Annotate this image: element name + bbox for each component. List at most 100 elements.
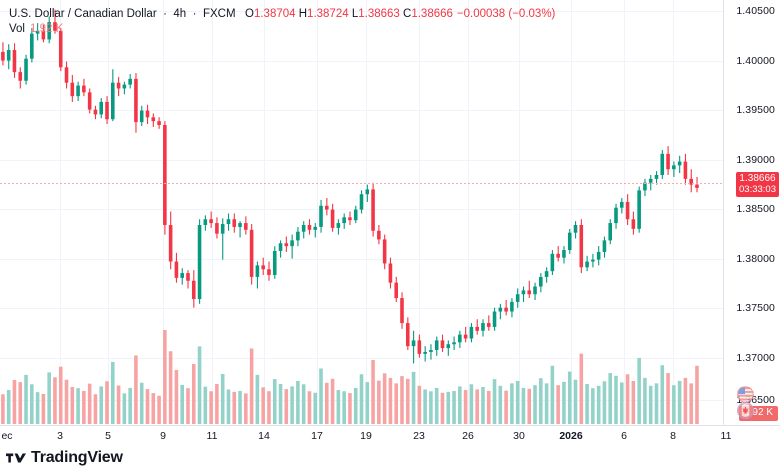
- volume-bar: [336, 390, 341, 424]
- volume-bar: [157, 395, 161, 424]
- volume-bar: [672, 385, 676, 424]
- time-tick: 3: [57, 430, 63, 442]
- candle-body: [186, 273, 190, 281]
- volume-bar: [307, 391, 312, 424]
- tradingview-mark-icon: [6, 453, 26, 463]
- time-tick: 11: [720, 430, 732, 442]
- volume-bar: [498, 385, 503, 424]
- time-scale[interactable]: ec 3 5 9 11 14 17 19 23 26 30 2026 6 8 11: [0, 425, 780, 447]
- volume-bar: [504, 390, 508, 424]
- time-tick: 11: [206, 430, 218, 442]
- chart-pane[interactable]: [0, 0, 723, 425]
- candle-body: [278, 243, 283, 251]
- candle-body: [151, 117, 156, 122]
- volume-bar: [619, 382, 624, 424]
- volume-bar: [128, 387, 132, 424]
- candle-body: [423, 351, 427, 354]
- volume-bar: [186, 388, 190, 424]
- volume-bar: [226, 389, 231, 424]
- candle-body: [388, 263, 393, 283]
- candle-body: [498, 307, 503, 312]
- volume-bar: [82, 390, 86, 424]
- price-scale[interactable]: 1.40500 1.40000 1.39500 1.39000 1.38500 1.380…: [723, 0, 780, 425]
- candle-body: [191, 280, 196, 300]
- chart-gridlines: [0, 0, 723, 425]
- candle-body: [579, 225, 584, 268]
- volume-bar: [353, 387, 358, 424]
- volume-bar: [325, 382, 329, 424]
- candle-body: [463, 334, 468, 339]
- volume-bar: [446, 391, 451, 424]
- volume-bar: [47, 372, 51, 424]
- candle-body: [440, 340, 445, 349]
- volume-bar: [151, 393, 156, 424]
- volume-bar: [515, 380, 520, 424]
- price-tick: 1.38500: [736, 203, 775, 215]
- candle-body: [244, 223, 248, 230]
- candle-body: [596, 251, 601, 260]
- candle-body: [53, 22, 57, 31]
- candle-body: [1, 51, 5, 61]
- time-tick: 19: [360, 430, 372, 442]
- volume-bar: [209, 391, 213, 424]
- volume-bar: [614, 375, 618, 424]
- volume-bar: [238, 390, 242, 424]
- volume-bar: [24, 374, 28, 424]
- candle-body: [689, 178, 693, 185]
- volume-bar: [134, 355, 138, 424]
- time-tick: 5: [105, 430, 111, 442]
- candle-body: [110, 82, 115, 120]
- volume-bar: [99, 386, 104, 424]
- volume-bar: [608, 373, 613, 424]
- candle-body: [625, 201, 630, 220]
- cad-flag-icon: [737, 402, 754, 419]
- candle-body: [648, 178, 653, 183]
- volume-bar: [87, 383, 92, 424]
- candle-body: [348, 217, 352, 221]
- candle-body: [510, 301, 514, 312]
- candle-body: [307, 225, 312, 230]
- time-tick: 23: [413, 430, 425, 442]
- volume-bar: [689, 383, 693, 424]
- volume-bar: [12, 380, 17, 424]
- candle-body: [116, 82, 121, 89]
- candlestick-series: [1, 9, 699, 424]
- candle-body: [174, 261, 179, 278]
- volume-bar: [579, 353, 584, 424]
- candle-body: [353, 209, 358, 221]
- candle-body: [215, 223, 219, 234]
- candle-body: [405, 323, 410, 347]
- volume-bar: [660, 365, 665, 424]
- volume-bar: [637, 357, 641, 424]
- volume-bar: [18, 382, 23, 424]
- tradingview-logo[interactable]: TradingView: [6, 449, 123, 467]
- candle-body: [527, 290, 532, 295]
- volume-bar: [110, 361, 115, 424]
- volume-bar: [573, 379, 578, 424]
- volume-bar: [371, 360, 375, 424]
- volume-bar: [527, 388, 532, 424]
- candle-wick: [54, 9, 56, 34]
- candle-body: [70, 82, 75, 97]
- candle-body: [41, 30, 46, 40]
- volume-bar: [695, 365, 699, 424]
- volume-bar: [429, 391, 433, 424]
- candle-body: [330, 209, 335, 228]
- volume-bar: [365, 382, 370, 424]
- candle-body: [371, 189, 375, 231]
- candle-body: [591, 259, 595, 262]
- candle-body: [452, 342, 456, 345]
- volume-bar: [405, 378, 410, 424]
- footer: TradingView: [0, 447, 780, 470]
- volume-bar: [591, 388, 595, 424]
- candle-body: [134, 78, 138, 123]
- candle-body: [677, 161, 682, 166]
- candle-body: [550, 253, 555, 272]
- candle-body: [614, 207, 618, 224]
- candle-body: [209, 219, 213, 224]
- volume-bar: [400, 376, 404, 424]
- volume-bar: [359, 374, 364, 424]
- price-tick: 1.37000: [736, 352, 775, 364]
- volume-bar: [272, 379, 277, 424]
- candle-body: [290, 240, 294, 247]
